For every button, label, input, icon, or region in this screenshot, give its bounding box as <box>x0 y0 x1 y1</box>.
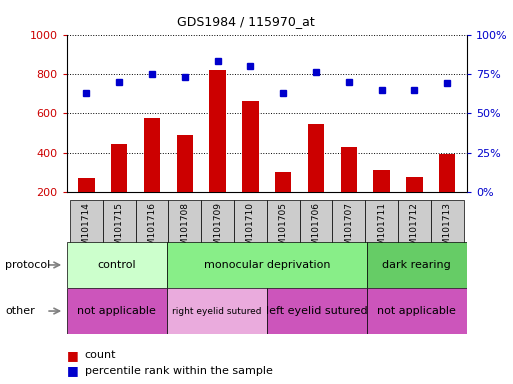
Bar <box>439 154 456 231</box>
Bar <box>103 200 135 250</box>
Bar <box>373 170 390 231</box>
Bar <box>367 242 467 288</box>
Text: GSM101708: GSM101708 <box>180 202 189 257</box>
Bar <box>267 288 367 334</box>
Bar <box>67 242 167 288</box>
Text: GSM101716: GSM101716 <box>147 202 156 257</box>
Bar <box>167 242 367 288</box>
Bar <box>406 177 423 231</box>
Text: ■: ■ <box>67 349 78 362</box>
Bar <box>332 200 365 250</box>
Text: GSM101707: GSM101707 <box>344 202 353 257</box>
Bar <box>242 101 259 231</box>
Text: GSM101714: GSM101714 <box>82 202 91 257</box>
Bar <box>341 147 357 231</box>
Bar <box>111 144 127 231</box>
Text: dark rearing: dark rearing <box>382 260 451 270</box>
Text: GSM101712: GSM101712 <box>410 202 419 257</box>
Bar <box>67 288 167 334</box>
Bar <box>308 124 324 231</box>
Bar <box>300 200 332 250</box>
Bar <box>70 200 103 250</box>
Text: count: count <box>85 350 116 360</box>
Bar <box>201 200 234 250</box>
Bar <box>78 178 94 231</box>
Text: GSM101715: GSM101715 <box>115 202 124 257</box>
Text: not applicable: not applicable <box>77 306 156 316</box>
Bar <box>234 200 267 250</box>
Text: protocol: protocol <box>5 260 50 270</box>
Bar <box>275 172 291 231</box>
Text: GSM101711: GSM101711 <box>377 202 386 257</box>
Text: right eyelid sutured: right eyelid sutured <box>172 306 262 316</box>
Text: ■: ■ <box>67 364 78 377</box>
Bar <box>135 200 168 250</box>
Text: GSM101709: GSM101709 <box>213 202 222 257</box>
Text: GDS1984 / 115970_at: GDS1984 / 115970_at <box>177 15 315 28</box>
Text: percentile rank within the sample: percentile rank within the sample <box>85 366 272 376</box>
Bar <box>365 200 398 250</box>
Text: GSM101710: GSM101710 <box>246 202 255 257</box>
Bar <box>367 288 467 334</box>
Text: GSM101706: GSM101706 <box>311 202 321 257</box>
Bar <box>167 288 267 334</box>
Text: monocular deprivation: monocular deprivation <box>204 260 330 270</box>
Text: GSM101713: GSM101713 <box>443 202 451 257</box>
Bar <box>431 200 464 250</box>
Text: not applicable: not applicable <box>378 306 456 316</box>
Bar <box>176 135 193 231</box>
Bar <box>267 200 300 250</box>
Text: control: control <box>97 260 136 270</box>
Text: GSM101705: GSM101705 <box>279 202 288 257</box>
Text: other: other <box>5 306 35 316</box>
Text: left eyelid sutured: left eyelid sutured <box>266 306 368 316</box>
Bar <box>398 200 431 250</box>
Bar <box>168 200 201 250</box>
Bar <box>144 118 160 231</box>
Bar <box>209 70 226 231</box>
